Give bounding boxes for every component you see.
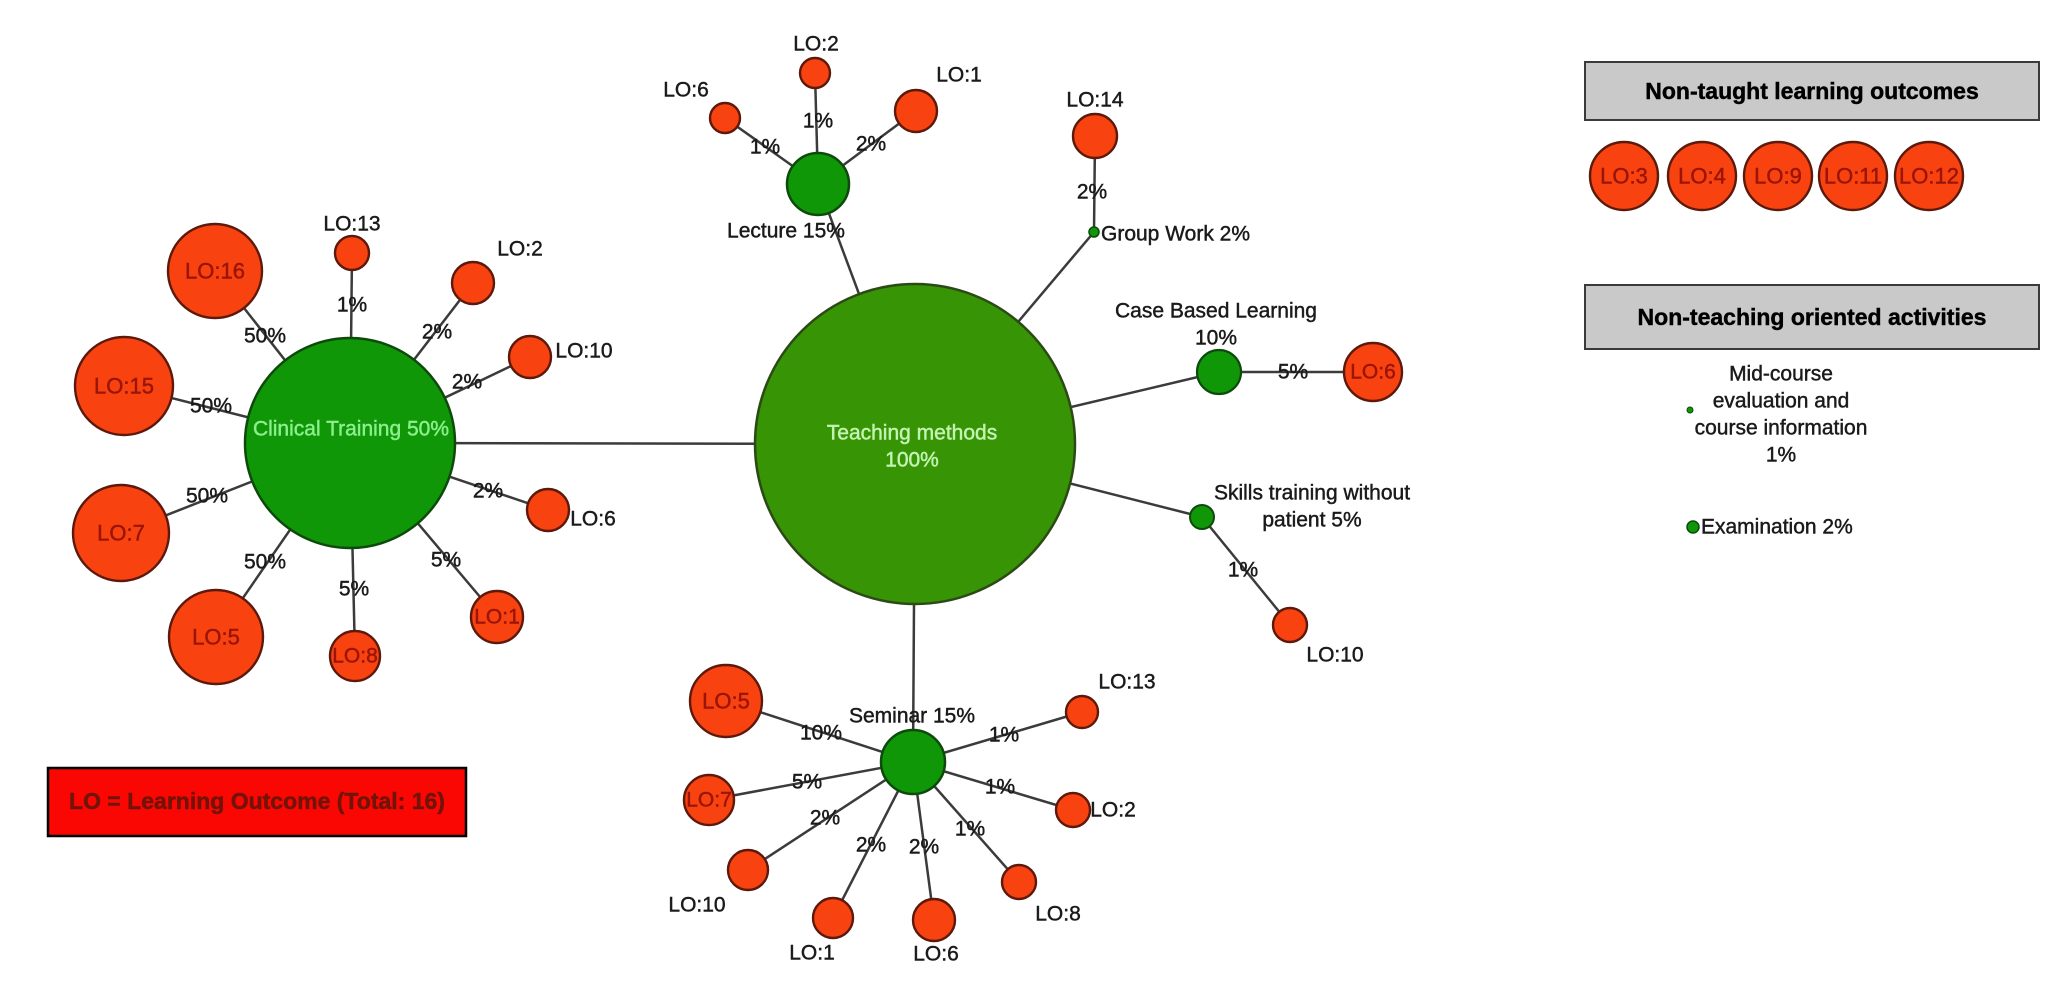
svg-text:Lecture 15%: Lecture 15% — [727, 220, 845, 243]
svg-text:Seminar 15%: Seminar 15% — [849, 705, 975, 728]
svg-text:1%: 1% — [1228, 559, 1258, 582]
svg-text:Group Work 2%: Group Work 2% — [1101, 223, 1250, 246]
svg-text:LO:3: LO:3 — [1600, 164, 1648, 189]
svg-text:LO:7: LO:7 — [686, 789, 732, 812]
svg-text:LO:4: LO:4 — [1678, 164, 1726, 189]
svg-text:1%: 1% — [1766, 444, 1796, 467]
svg-text:LO:7: LO:7 — [97, 521, 145, 546]
svg-text:10%: 10% — [1195, 327, 1237, 350]
svg-text:Non-teaching oriented activiti: Non-teaching oriented activities — [1638, 304, 1987, 330]
svg-text:5%: 5% — [339, 578, 369, 601]
svg-text:50%: 50% — [244, 551, 286, 574]
svg-text:1%: 1% — [985, 776, 1015, 799]
svg-text:50%: 50% — [244, 325, 286, 348]
svg-text:LO = Learning Outcome (Total:: LO = Learning Outcome (Total: 16) — [69, 788, 445, 814]
svg-text:50%: 50% — [190, 395, 232, 418]
svg-text:patient 5%: patient 5% — [1262, 509, 1361, 532]
svg-text:Non-taught learning outcomes: Non-taught learning outcomes — [1645, 78, 1979, 104]
svg-text:LO:10: LO:10 — [555, 340, 612, 363]
svg-text:LO:6: LO:6 — [913, 943, 959, 966]
svg-text:Skills training without: Skills training without — [1214, 482, 1410, 505]
svg-text:2%: 2% — [856, 834, 886, 857]
svg-text:1%: 1% — [803, 110, 833, 133]
svg-text:1%: 1% — [750, 136, 780, 159]
svg-text:LO:16: LO:16 — [185, 259, 245, 284]
svg-text:5%: 5% — [1278, 361, 1308, 384]
svg-text:2%: 2% — [452, 371, 482, 394]
svg-text:LO:6: LO:6 — [663, 79, 709, 102]
svg-text:course information: course information — [1695, 417, 1868, 440]
svg-text:LO:5: LO:5 — [702, 689, 750, 714]
svg-text:2%: 2% — [1077, 181, 1107, 204]
svg-text:Mid-course: Mid-course — [1729, 363, 1833, 386]
svg-text:Teaching methods: Teaching methods — [827, 422, 997, 445]
svg-text:2%: 2% — [909, 836, 939, 859]
svg-text:LO:12: LO:12 — [1899, 164, 1959, 189]
svg-text:2%: 2% — [422, 321, 452, 344]
svg-text:LO:10: LO:10 — [1306, 644, 1363, 667]
svg-text:5%: 5% — [431, 549, 461, 572]
svg-text:LO:15: LO:15 — [94, 374, 154, 399]
svg-text:LO:2: LO:2 — [793, 33, 839, 56]
svg-text:Examination 2%: Examination 2% — [1701, 516, 1853, 539]
svg-text:2%: 2% — [810, 807, 840, 830]
svg-text:2%: 2% — [473, 480, 503, 503]
svg-text:LO:10: LO:10 — [668, 894, 725, 917]
svg-text:LO:6: LO:6 — [1350, 361, 1396, 384]
svg-text:LO:13: LO:13 — [1098, 671, 1155, 694]
svg-text:1%: 1% — [989, 724, 1019, 747]
svg-text:LO:8: LO:8 — [1035, 903, 1081, 926]
svg-text:LO:13: LO:13 — [323, 213, 380, 236]
svg-text:Clinical Training 50%: Clinical Training 50% — [253, 418, 449, 441]
svg-text:LO:1: LO:1 — [789, 942, 835, 965]
svg-text:LO:2: LO:2 — [1090, 799, 1136, 822]
svg-text:Case Based Learning: Case Based Learning — [1115, 300, 1317, 323]
svg-text:LO:5: LO:5 — [192, 625, 240, 650]
svg-text:100%: 100% — [885, 449, 939, 472]
svg-text:1%: 1% — [955, 818, 985, 841]
svg-text:LO:1: LO:1 — [936, 64, 982, 87]
svg-text:LO:11: LO:11 — [1824, 164, 1882, 189]
svg-text:2%: 2% — [856, 133, 886, 156]
svg-text:50%: 50% — [186, 485, 228, 508]
svg-text:LO:6: LO:6 — [570, 508, 616, 531]
svg-text:LO:9: LO:9 — [1754, 164, 1802, 189]
svg-text:1%: 1% — [337, 294, 367, 317]
svg-text:LO:1: LO:1 — [474, 606, 520, 629]
svg-text:LO:2: LO:2 — [497, 238, 543, 261]
svg-text:LO:8: LO:8 — [332, 645, 378, 668]
svg-text:10%: 10% — [800, 722, 842, 745]
svg-text:evaluation and: evaluation and — [1713, 390, 1850, 413]
svg-text:5%: 5% — [792, 771, 822, 794]
svg-text:LO:14: LO:14 — [1066, 89, 1124, 112]
